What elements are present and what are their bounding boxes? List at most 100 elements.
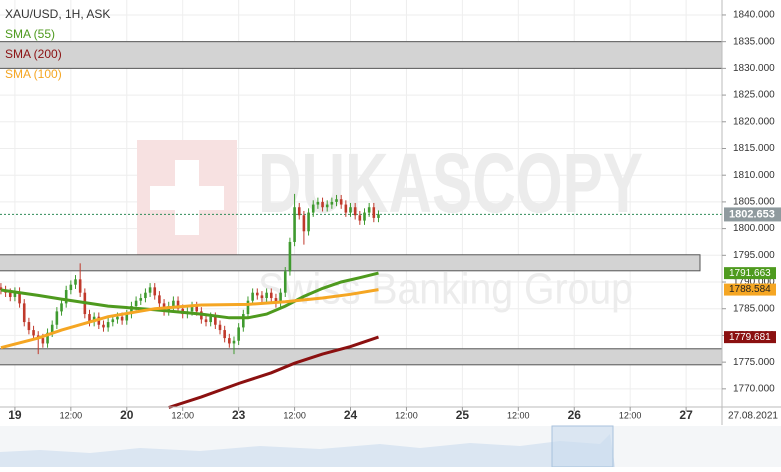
legend-entry: SMA (100) xyxy=(5,67,62,81)
y-tick-label: 1810.000 xyxy=(733,170,775,181)
candle-body xyxy=(106,322,110,328)
candle-body xyxy=(218,324,222,331)
candle-body xyxy=(13,291,17,297)
candle-body xyxy=(144,292,147,299)
candle-body xyxy=(27,322,31,331)
candle-body xyxy=(321,201,324,208)
candle-body xyxy=(288,241,292,272)
zone xyxy=(0,254,701,272)
candle-body xyxy=(372,207,376,218)
x-tick-label: 24 xyxy=(344,408,358,422)
candle-body xyxy=(269,292,273,299)
zone xyxy=(0,41,723,69)
candle-body xyxy=(153,287,157,296)
candle-body xyxy=(311,204,315,213)
candle-body xyxy=(237,327,240,341)
candle-body xyxy=(223,330,226,339)
candle-body xyxy=(125,314,129,321)
candle-body xyxy=(274,298,278,304)
legend: XAU/USD, 1H, ASK SMA (55) SMA (200) SMA (1… xyxy=(5,7,110,81)
navigator xyxy=(0,425,781,468)
y-tick-label: 1815.000 xyxy=(733,143,775,154)
candle-body xyxy=(242,314,245,328)
sma-line xyxy=(0,288,379,350)
candle-body xyxy=(139,298,143,301)
navigator-area xyxy=(0,434,615,467)
x-tick-label: 12:00 xyxy=(283,410,306,420)
x-tick-label: 25 xyxy=(456,408,470,422)
x-tick-label: 12:00 xyxy=(60,410,83,420)
candle-body xyxy=(88,314,91,323)
candle-body xyxy=(316,201,320,205)
navigator-window[interactable] xyxy=(551,425,614,468)
y-tick-label: 1800.000 xyxy=(733,223,775,234)
sma-badge-label: 1779.681 xyxy=(729,332,771,343)
candle-body xyxy=(41,338,45,344)
candle-body xyxy=(18,291,21,304)
candle-body xyxy=(55,311,59,325)
watermark-subtext: Swiss Banking Group xyxy=(258,265,633,314)
candle-body xyxy=(325,204,329,208)
x-tick-label: 23 xyxy=(232,408,246,422)
sma-line xyxy=(0,271,379,320)
y-tick-label: 1830.000 xyxy=(733,63,775,74)
candle-body xyxy=(134,300,138,307)
x-tick-label: 12:00 xyxy=(395,410,418,420)
legend-title: XAU/USD, 1H, ASK xyxy=(5,7,110,21)
candle-body xyxy=(158,295,161,304)
candle-body xyxy=(102,324,105,328)
x-tick-label: 12:00 xyxy=(619,410,642,420)
candle-body xyxy=(32,330,35,336)
candle-body xyxy=(228,338,231,344)
y-tick-label: 1835.000 xyxy=(733,36,775,47)
candle-body xyxy=(255,292,259,296)
sma-line xyxy=(168,335,379,409)
candle-body xyxy=(190,306,194,312)
candle-body xyxy=(293,207,296,242)
candle-body xyxy=(349,207,352,213)
candle-body xyxy=(377,214,380,218)
x-tick-label: 26 xyxy=(568,408,582,422)
legend-entry: SMA (200) xyxy=(5,47,62,61)
zone xyxy=(0,348,723,366)
date-label: 27.08.2021 xyxy=(728,411,778,422)
candle-body xyxy=(50,324,54,333)
candle-body xyxy=(339,199,343,205)
candle-body xyxy=(232,340,236,344)
candle-body xyxy=(148,287,152,293)
y-tick-label: 1825.000 xyxy=(733,90,775,101)
sma-badge xyxy=(724,267,776,280)
candle-body xyxy=(297,207,301,216)
candle-body xyxy=(363,212,366,221)
sma-badge-label: 1788.584 xyxy=(729,284,771,295)
candle-body xyxy=(246,300,250,315)
candle-body xyxy=(64,290,68,304)
sma-badge xyxy=(724,331,776,344)
axes: 1770.0001775.0001780.0001785.0001790.000… xyxy=(8,10,781,422)
y-tick-label: 1770.000 xyxy=(733,383,775,394)
candle-body xyxy=(335,199,338,202)
candle-body xyxy=(8,292,12,297)
sma-badge xyxy=(724,283,776,296)
candle-body xyxy=(302,215,306,232)
candle-body xyxy=(46,332,49,344)
candle-body xyxy=(195,306,198,312)
zones xyxy=(0,41,723,366)
candle-body xyxy=(176,300,180,309)
y-tick-label: 1775.000 xyxy=(733,357,775,368)
candle-body xyxy=(251,292,254,301)
y-tick-label: 1785.000 xyxy=(733,303,775,314)
y-tick-label: 1805.000 xyxy=(733,197,775,208)
candle-body xyxy=(358,215,362,221)
x-tick-label: 12:00 xyxy=(171,410,194,420)
candle-body xyxy=(344,204,348,213)
watermark-text: DUKASCOPY xyxy=(258,136,643,230)
candle-body xyxy=(204,319,208,323)
candle-body xyxy=(120,316,124,321)
candle-body xyxy=(74,279,77,285)
candle-body xyxy=(330,201,334,205)
watermark: DUKASCOPY Swiss Banking Group xyxy=(137,136,643,314)
candle-body xyxy=(22,303,26,323)
candle-body xyxy=(283,271,287,293)
